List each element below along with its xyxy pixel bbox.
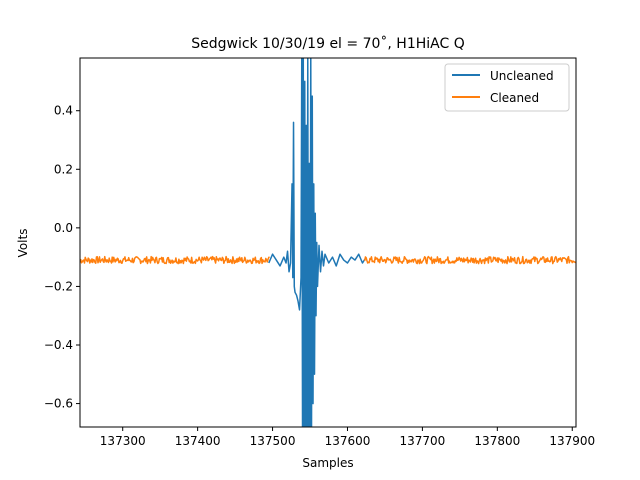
y-axis-label: Volts [16,229,30,258]
x-tick-label: 137500 [250,434,296,448]
legend: Uncleaned Cleaned [444,63,570,112]
y-tick-label: −0.4 [44,338,73,352]
x-tick-label: 137800 [474,434,520,448]
x-tick-label: 137600 [325,434,371,448]
x-tick-label: 137900 [549,434,595,448]
plot-frame [79,57,577,428]
y-tick-label: −0.2 [44,279,73,293]
x-axis-ticks: 137300 137400 137500 137600 137700 137800 1379… [100,427,595,448]
y-tick-label: 0.4 [54,104,73,118]
x-tick-label: 137400 [175,434,221,448]
series-line-cleaned-0 [80,255,270,265]
x-tick-label: 137300 [100,434,146,448]
legend-label-cleaned: Cleaned [490,91,539,105]
x-tick-label: 137700 [399,434,445,448]
y-axis-ticks: −0.6 −0.4 −0.2 0.0 0.2 0.4 [44,104,80,411]
chart-title: Sedgwick 10/30/19 el = 70˚, H1HiAC Q [191,35,464,52]
y-tick-label: −0.6 [44,397,73,411]
series-line-cleaned-1 [363,255,576,265]
y-tick-label: 0.0 [54,221,73,235]
series-line-uncleaned-0 [268,58,367,427]
legend-label-uncleaned: Uncleaned [490,69,554,83]
y-tick-label: 0.2 [54,162,73,176]
x-axis-label: Samples [302,456,353,470]
series-layer [80,58,576,427]
